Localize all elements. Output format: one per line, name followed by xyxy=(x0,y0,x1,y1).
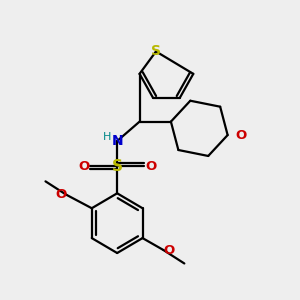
Text: S: S xyxy=(112,159,123,174)
Text: S: S xyxy=(151,44,161,58)
Text: O: O xyxy=(235,129,246,142)
Text: O: O xyxy=(145,160,156,173)
Text: N: N xyxy=(111,134,123,148)
Text: H: H xyxy=(103,132,111,142)
Text: O: O xyxy=(164,244,175,256)
Text: O: O xyxy=(55,188,66,201)
Text: O: O xyxy=(78,160,89,173)
